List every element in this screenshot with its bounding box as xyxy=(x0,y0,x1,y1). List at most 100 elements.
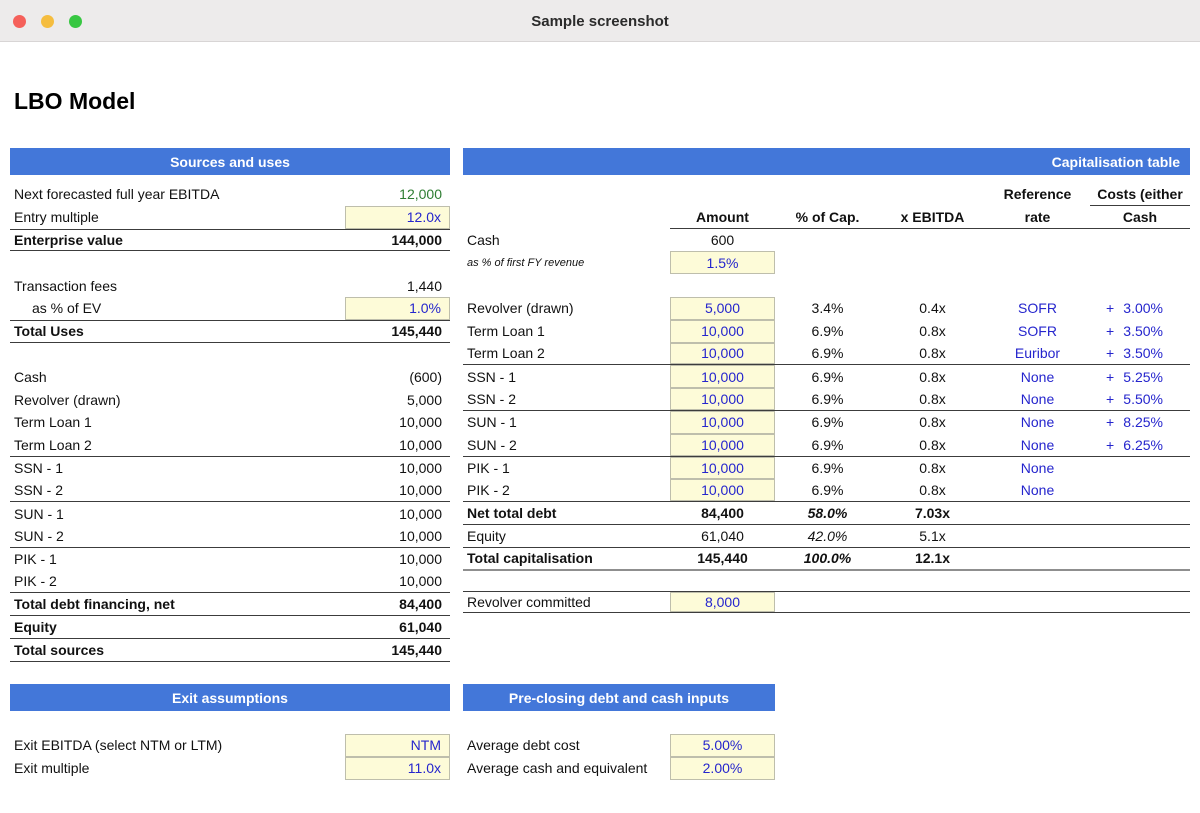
pct-of-cap-cell: 6.9% xyxy=(775,434,880,456)
reference-rate-cell[interactable]: None xyxy=(985,388,1090,410)
preclosing-panel: Pre-closing debt and cash inputs Average… xyxy=(463,684,775,780)
pct-of-cap-cell: 58.0% xyxy=(775,502,880,524)
cost-plus-sign: + xyxy=(1106,369,1114,385)
sources-and-uses-panel: Sources and uses Next forecasted full ye… xyxy=(10,148,450,662)
row-label: Equity xyxy=(10,616,345,638)
amount-input-cell[interactable]: 5,000 xyxy=(670,297,775,320)
table-row: Average cash and equivalent2.00% xyxy=(463,757,775,780)
pct-of-cap-cell: 6.9% xyxy=(775,479,880,501)
amount-input-cell[interactable]: 8,000 xyxy=(670,592,775,613)
row-label: Net total debt xyxy=(463,502,670,524)
amount-input-cell[interactable]: 10,000 xyxy=(670,411,775,434)
cost-cell xyxy=(1090,548,1190,569)
amount-input-cell[interactable]: 10,000 xyxy=(670,320,775,343)
exit-assumptions-rows: Exit EBITDA (select NTM or LTM)NTMExit m… xyxy=(10,711,450,780)
row-label: Total capitalisation xyxy=(463,548,670,569)
spacer-row xyxy=(463,274,1190,297)
table-row: Exit multiple11.0x xyxy=(10,757,450,780)
cost-cell[interactable]: +5.25% xyxy=(1090,365,1190,388)
reference-rate-cell[interactable]: None xyxy=(985,434,1090,456)
column-header-row-2: Amount % of Cap. x EBITDA rate Cash xyxy=(463,206,1190,229)
pct-of-cap-cell xyxy=(775,592,880,613)
amount-input-cell[interactable]: 1.5% xyxy=(670,251,775,274)
pct-of-cap-cell: 6.9% xyxy=(775,457,880,480)
x-ebitda-cell: 0.8x xyxy=(880,457,985,480)
table-row: Revolver (drawn)5,0003.4%0.4xSOFR+3.00% xyxy=(463,297,1190,320)
value-cell: 84,400 xyxy=(345,593,450,615)
cost-cell[interactable]: +3.50% xyxy=(1090,343,1190,365)
cost-cell[interactable]: +3.50% xyxy=(1090,320,1190,343)
cost-cell xyxy=(1090,251,1190,274)
row-label: Term Loan 2 xyxy=(463,343,670,365)
amount-input-cell[interactable]: 10,000 xyxy=(670,365,775,388)
x-ebitda-cell xyxy=(880,592,985,613)
reference-rate-cell xyxy=(985,251,1090,274)
cost-plus-sign: + xyxy=(1106,437,1114,453)
pct-of-cap-cell: 3.4% xyxy=(775,297,880,320)
amount-input-cell[interactable]: 10,000 xyxy=(670,388,775,410)
reference-rate-cell[interactable]: None xyxy=(985,457,1090,480)
row-label: Cash xyxy=(10,365,345,388)
row-label: Transaction fees xyxy=(10,274,345,297)
pct-of-cap-cell xyxy=(775,251,880,274)
cost-cell[interactable]: +8.25% xyxy=(1090,411,1190,434)
x-ebitda-cell: 0.8x xyxy=(880,365,985,388)
reference-rate-cell[interactable]: None xyxy=(985,479,1090,501)
x-ebitda-cell: 0.8x xyxy=(880,343,985,365)
cost-cell[interactable]: +5.50% xyxy=(1090,388,1190,410)
capitalisation-header: Capitalisation table xyxy=(463,148,1190,175)
row-label: SSN - 2 xyxy=(10,479,345,501)
input-cell[interactable]: 2.00% xyxy=(670,757,775,780)
amount-input-cell[interactable]: 10,000 xyxy=(670,434,775,456)
spreadsheet-content: LBO Model Sources and uses Next forecast… xyxy=(0,42,1200,813)
cost-value: 8.25% xyxy=(1123,414,1163,430)
row-label: as % of first FY revenue xyxy=(463,251,670,274)
amount-input-cell[interactable]: 10,000 xyxy=(670,457,775,480)
input-cell[interactable]: NTM xyxy=(345,734,450,757)
reference-rate-cell[interactable]: None xyxy=(985,365,1090,388)
table-row: as % of EV1.0% xyxy=(10,297,450,320)
spacer-row xyxy=(463,571,1190,591)
row-label: SSN - 1 xyxy=(10,457,345,480)
pct-of-cap-cell: 42.0% xyxy=(775,525,880,547)
table-row: Term Loan 210,000 xyxy=(10,434,450,457)
row-label: PIK - 1 xyxy=(463,457,670,480)
amount-input-cell[interactable]: 10,000 xyxy=(670,343,775,365)
input-cell[interactable]: 11.0x xyxy=(345,757,450,780)
reference-rate-cell[interactable]: Euribor xyxy=(985,343,1090,365)
amount-input-cell[interactable]: 10,000 xyxy=(670,479,775,501)
x-ebitda-cell: 0.8x xyxy=(880,411,985,434)
table-row: Total sources145,440 xyxy=(10,639,450,662)
capitalisation-panel: Capitalisation table Reference Costs (ei… xyxy=(463,148,1190,613)
capitalisation-rows: Reference Costs (either Amount % of Cap.… xyxy=(463,175,1190,613)
reference-rate-cell xyxy=(985,502,1090,524)
x-ebitda-cell: 7.03x xyxy=(880,502,985,524)
cost-cell[interactable]: +6.25% xyxy=(1090,434,1190,456)
x-ebitda-cell: 5.1x xyxy=(880,525,985,547)
input-cell[interactable]: 1.0% xyxy=(345,297,450,320)
row-label: PIK - 1 xyxy=(10,548,345,571)
cost-cell[interactable]: +3.00% xyxy=(1090,297,1190,320)
cost-value: 3.50% xyxy=(1123,323,1163,339)
table-row: PIK - 110,0006.9%0.8xNone xyxy=(463,457,1190,480)
preclosing-header: Pre-closing debt and cash inputs xyxy=(463,684,775,711)
pct-of-cap-cell xyxy=(775,229,880,252)
reference-rate-cell[interactable]: SOFR xyxy=(985,320,1090,343)
reference-rate-cell[interactable]: None xyxy=(985,411,1090,434)
value-cell: 10,000 xyxy=(345,525,450,547)
row-label: SUN - 1 xyxy=(463,411,670,434)
x-ebitda-cell: 0.8x xyxy=(880,434,985,456)
table-row: Exit EBITDA (select NTM or LTM)NTM xyxy=(10,734,450,757)
input-cell[interactable]: 12.0x xyxy=(345,206,450,229)
input-cell[interactable]: 5.00% xyxy=(670,734,775,757)
reference-rate-header-line2: rate xyxy=(985,206,1090,229)
reference-rate-cell[interactable]: SOFR xyxy=(985,297,1090,320)
value-cell: 145,440 xyxy=(345,639,450,661)
table-row: Term Loan 210,0006.9%0.8xEuribor+3.50% xyxy=(463,343,1190,366)
row-label: Revolver (drawn) xyxy=(463,297,670,320)
table-row: Net total debt84,40058.0%7.03x xyxy=(463,502,1190,525)
table-row: Total capitalisation145,440100.0%12.1x xyxy=(463,548,1190,571)
cost-value: 3.00% xyxy=(1123,300,1163,316)
row-label: SUN - 2 xyxy=(10,525,345,547)
value-cell: 10,000 xyxy=(345,548,450,571)
